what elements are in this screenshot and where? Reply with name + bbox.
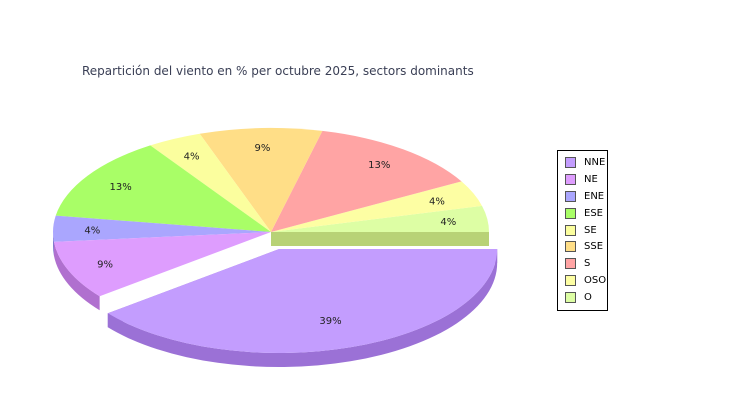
legend-label: NNE <box>584 156 606 168</box>
slice-label-ese: 13% <box>110 182 132 193</box>
slice-label-ne: 9% <box>97 260 113 271</box>
legend-swatch <box>565 224 576 236</box>
slice-label-nne: 39% <box>319 316 341 327</box>
pie-slice-s <box>271 130 462 232</box>
legend-item-ne: NE <box>558 171 607 188</box>
pie-slice-nne <box>107 249 498 354</box>
legend-label: NE <box>584 173 598 185</box>
slice-label-o: 4% <box>440 217 456 228</box>
pie-slice-sse <box>199 128 323 232</box>
slice-label-se: 4% <box>184 152 200 163</box>
legend-swatch <box>565 292 576 304</box>
pie-side-nne <box>107 249 498 368</box>
pie-rim-o <box>271 232 489 246</box>
legend-swatch <box>565 207 576 219</box>
pie-side-ne <box>53 241 100 311</box>
legend-swatch <box>565 173 576 185</box>
legend-label: SSE <box>584 241 604 253</box>
pie-slice-oso <box>271 181 483 232</box>
legend-label: SE <box>584 224 597 236</box>
legend-label: ESE <box>584 207 603 219</box>
slice-label-s: 13% <box>368 160 390 171</box>
legend-label: O <box>584 292 592 304</box>
pie-slice-ene <box>53 215 271 242</box>
legend-swatch <box>565 156 576 168</box>
legend-item-se: SE <box>558 222 607 239</box>
legend-item-ene: ENE <box>558 188 607 205</box>
legend-item-o: O <box>558 289 607 306</box>
slice-label-oso: 4% <box>429 196 445 207</box>
legend-item-nne: NNE <box>558 154 607 171</box>
legend-item-sse: SSE <box>558 238 607 255</box>
legend-item-ese: ESE <box>558 205 607 222</box>
legend-label: S <box>584 258 591 270</box>
legend: NNE NE ENE ESE SE SSE S OSO O <box>557 150 608 312</box>
slice-label-ene: 4% <box>84 225 100 236</box>
legend-swatch <box>565 190 576 202</box>
pie-slice-se <box>150 133 271 232</box>
legend-swatch <box>565 241 576 253</box>
legend-swatch <box>565 275 576 287</box>
legend-label: OSO <box>584 275 607 287</box>
pie-slice-o <box>271 205 489 232</box>
pie-side-ene <box>53 232 54 256</box>
legend-swatch <box>565 258 576 270</box>
legend-label: ENE <box>584 190 605 202</box>
pie-slice-ne <box>53 232 271 297</box>
pie-slice-ese <box>55 145 271 232</box>
slice-label-sse: 9% <box>255 143 271 154</box>
legend-item-oso: OSO <box>558 272 607 289</box>
chart-title: Repartición del viento en % per octubre … <box>82 64 474 78</box>
legend-item-s: S <box>558 255 607 272</box>
